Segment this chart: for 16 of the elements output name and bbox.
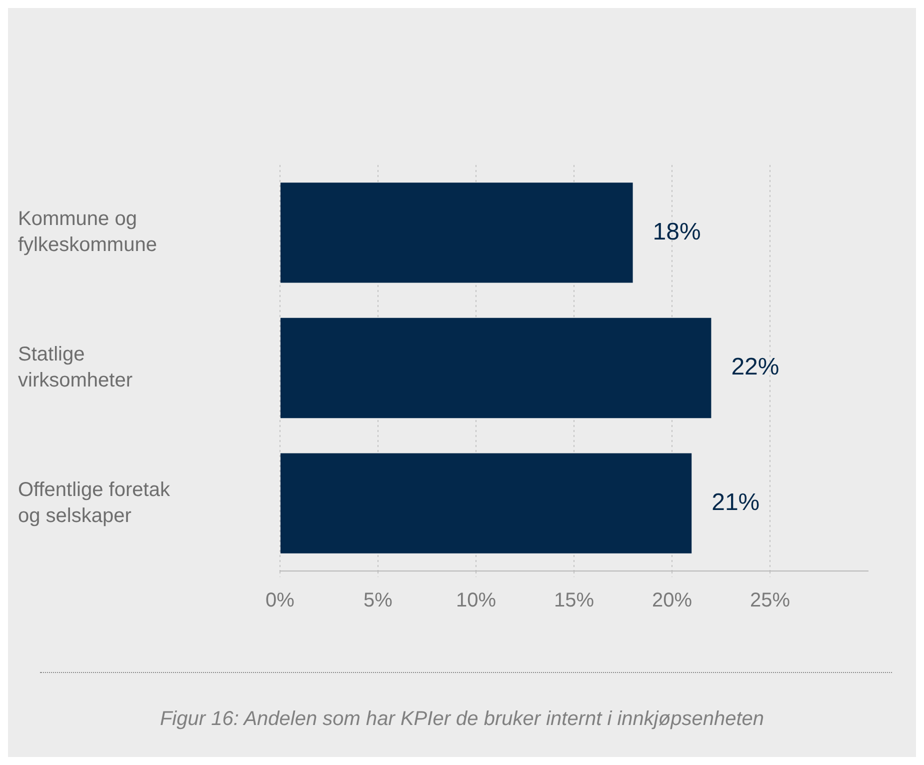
y-tick-label: Statlige virksomheter: [18, 344, 133, 392]
x-tick-label: 25%: [750, 590, 790, 612]
bar: [280, 318, 712, 418]
data-label: 22%: [731, 354, 780, 381]
data-label: 21%: [712, 488, 760, 516]
y-tick-label: Offentlige foretak og selskaper: [18, 478, 171, 527]
x-tick-label: 20%: [652, 590, 692, 612]
text: Figur 16: Andelen som har KPIer de bruker internt i innkjøpsenheten: [158, 708, 766, 731]
x-tick-label: 15%: [554, 590, 594, 612]
x-tick-label: 5%: [364, 590, 393, 612]
bar: [280, 453, 692, 554]
bar: [280, 182, 633, 283]
x-tick-label: 0%: [266, 590, 295, 612]
data-label: 18%: [652, 218, 701, 246]
x-tick-label: 10%: [456, 590, 496, 612]
y-tick-label: Kommune og fylkeskommune: [18, 208, 157, 256]
